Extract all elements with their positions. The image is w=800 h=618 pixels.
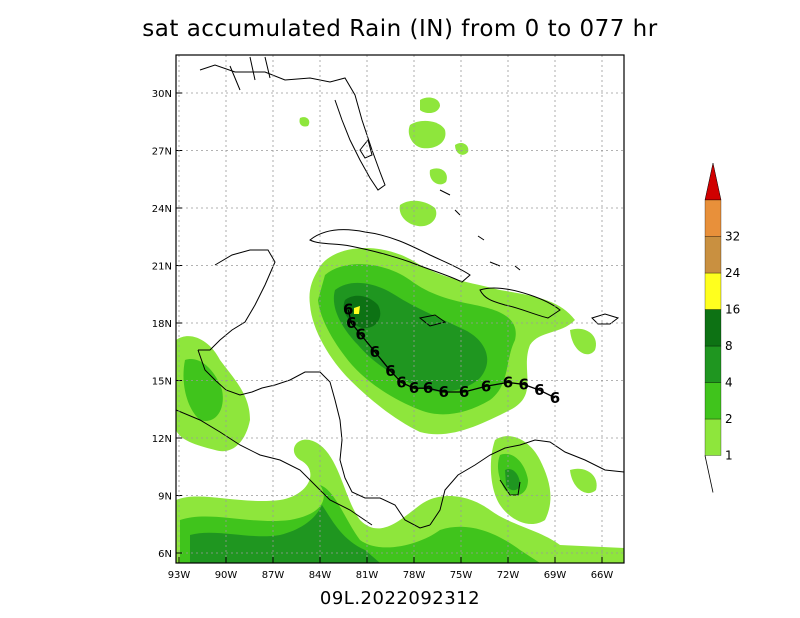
longitude-labels: 93W 90W 87W 84W 81W 78W 75W 72W 69W 66W [168,570,614,581]
legend-swatch [704,199,722,237]
track-point-symbol: 6 [481,377,491,395]
track-point-symbol: 6 [518,375,528,393]
latitude-labels: 30N 27N 24N 21N 18N 15N 12N 9N 6N [152,89,172,560]
rain-dark-east [505,468,520,491]
track-point-symbol: 6 [550,389,560,407]
lon-label: 90W [215,570,238,581]
legend-label: 1 [725,449,733,463]
legend-label: 2 [725,412,733,426]
legend-swatch [704,345,722,383]
legend-label: 32 [725,230,740,244]
legend-max-triangle [704,162,722,201]
legend-label: 8 [725,339,733,353]
rain-area-north5 [299,117,310,127]
legend-swatch [704,309,722,347]
rain-yellow [354,306,360,314]
legend-min-tail [704,455,714,493]
rain-darkest [343,295,381,329]
lon-label: 84W [309,570,332,581]
track-point-symbol: 6 [439,383,449,401]
lat-label: 6N [158,549,172,560]
legend-swatch [704,236,722,274]
lat-label: 27N [152,147,172,158]
legend-swatch [704,382,722,420]
rain-area-north [399,200,437,227]
rain-dark-south [190,505,380,563]
rain-area-east2 [570,328,596,355]
lon-label: 69W [544,570,567,581]
track-line [347,309,556,399]
rain-area-islands [429,168,447,185]
lon-label: 93W [168,570,191,581]
rainfall-layer [176,97,624,563]
lon-label: 72W [497,570,520,581]
lon-label: 81W [356,570,379,581]
track-point-symbol: 6 [370,343,380,361]
track-point-symbol: 6 [343,301,353,319]
lon-label: 75W [450,570,473,581]
chart-title: sat accumulated Rain (IN) from 0 to 077 … [142,16,658,42]
lat-label: 21N [152,262,172,273]
grid-lines [176,55,624,563]
lat-label: 12N [152,434,172,445]
rain-area-north3 [420,97,440,114]
lat-label: 9N [158,492,172,503]
track-point-symbol: 6 [423,379,433,397]
rain-area-north4 [455,142,469,155]
track-point-symbol: 6 [346,314,356,332]
legend-label: 16 [725,303,740,317]
rain-medium-west [183,359,223,421]
track-point-symbol: 6 [459,383,469,401]
lat-label: 15N [152,377,172,388]
track-point-symbol: 6 [503,373,513,391]
legend-label: 4 [725,376,733,390]
lat-label: 24N [152,204,172,215]
legend-swatch [704,418,722,456]
rain-area-north2 [408,120,446,149]
storm-id-label: 09L.2022092312 [319,588,481,609]
track-point-symbol: 6 [356,326,366,344]
track-point-symbol: 6 [534,381,544,399]
lon-label: 87W [262,570,285,581]
track-point-symbol: 6 [396,373,406,391]
track-point-symbol: 6 [409,379,419,397]
coastlines [176,56,624,529]
lat-label: 30N [152,89,172,100]
track-point-symbol: 6 [385,362,395,380]
lon-label: 78W [403,570,426,581]
legend-label: 24 [725,266,740,280]
legend-swatch [704,272,722,310]
rain-area-se [570,468,597,494]
lat-label: 18N [152,319,172,330]
map-frame [175,54,625,564]
lon-label: 66W [591,570,614,581]
